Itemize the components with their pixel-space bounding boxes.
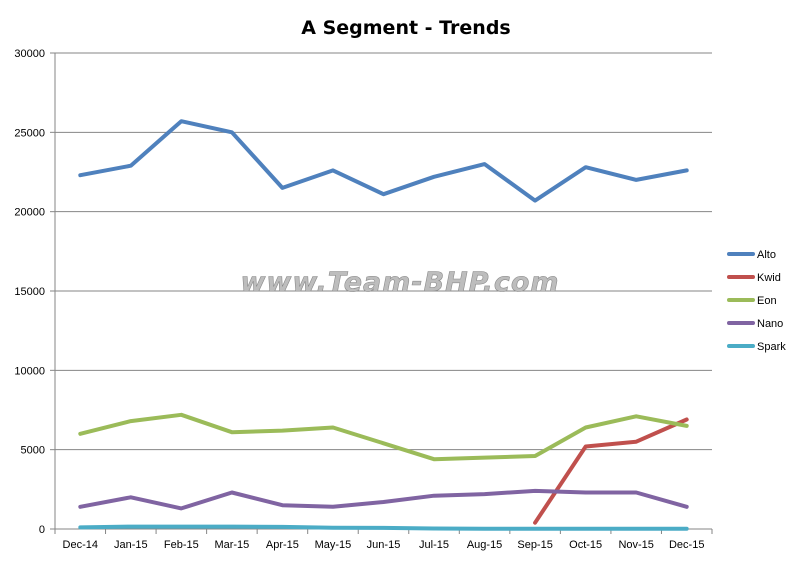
legend-label-spark: Spark [757, 341, 786, 353]
x-tick-label: Jun-15 [367, 539, 401, 551]
legend-label-nano: Nano [757, 318, 783, 330]
y-tick-label: 30000 [14, 48, 45, 60]
y-tick-label: 10000 [14, 365, 45, 377]
x-tick-label: Oct-15 [569, 539, 602, 551]
series-line-kwid [533, 417, 689, 525]
y-tick-label: 25000 [14, 127, 45, 139]
watermark-text: www.Team-BHP.com [240, 267, 559, 298]
series-line-alto [78, 119, 689, 203]
series-line-eon [78, 412, 689, 462]
x-tick-label: Sep-15 [517, 539, 552, 551]
series-lines [78, 119, 689, 531]
x-tick-label: Apr-15 [266, 539, 299, 551]
x-tick-label: May-15 [315, 539, 352, 551]
y-tick-label: 15000 [14, 286, 45, 298]
chart-title: A Segment - Trends [301, 17, 510, 39]
x-tick-label: Mar-15 [214, 539, 249, 551]
x-tick-label: Feb-15 [164, 539, 199, 551]
x-tick-label: Nov-15 [618, 539, 653, 551]
y-tick-label: 0 [39, 524, 45, 536]
x-tick-label: Dec-14 [63, 539, 98, 551]
legend-label-alto: Alto [757, 249, 776, 261]
gridlines [55, 52, 712, 451]
series-line-nano [78, 488, 689, 511]
y-tick-label: 5000 [21, 445, 45, 457]
series-line-spark [78, 524, 689, 531]
legend: Alto Kwid Eon Nano Spark [727, 249, 786, 353]
x-tick-label: Jan-15 [114, 539, 148, 551]
legend-label-eon: Eon [757, 295, 777, 307]
x-tick-label: Aug-15 [467, 539, 502, 551]
legend-label-kwid: Kwid [757, 272, 781, 284]
axes: 0 5000 10000 15000 20000 25000 30000 Dec-14 Jan-… [14, 48, 713, 551]
watermark: www.Team-BHP.com [240, 267, 559, 299]
x-tick-label: Jul-15 [419, 539, 449, 551]
x-tick-label: Dec-15 [669, 539, 704, 551]
y-tick-label: 20000 [14, 207, 45, 219]
